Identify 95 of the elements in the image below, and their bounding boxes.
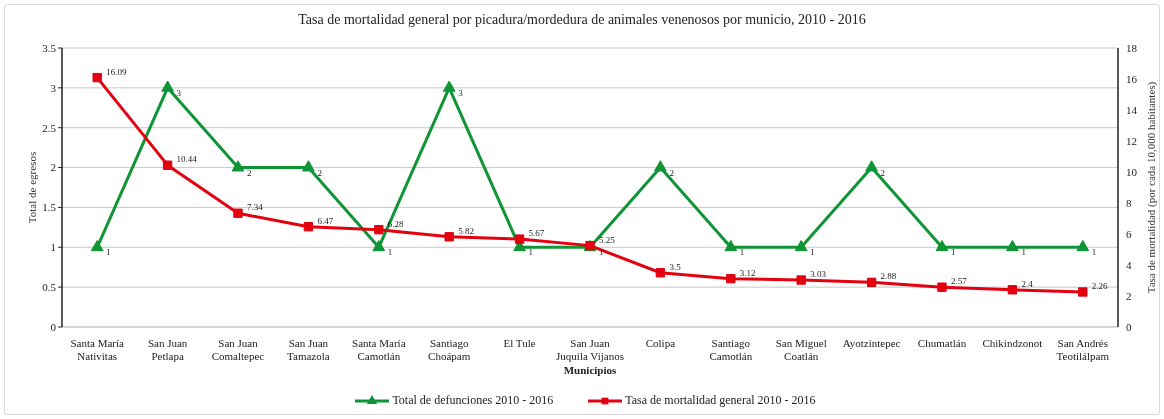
data-label: 3: [176, 87, 182, 98]
data-label: 5.25: [599, 234, 616, 245]
data-label: 1: [106, 247, 111, 258]
point: [1007, 285, 1018, 295]
point: [1006, 239, 1019, 252]
y2-axis-title: Tasa de mortalidad (por cada 10,000 habitantes): [1145, 81, 1158, 294]
data-label: 1: [387, 247, 393, 258]
chart-title: Tasa de mortalidad general por picadura/mordedura de animales venenosos por municio, 2010 - 2016: [297, 12, 867, 28]
point: [865, 160, 878, 172]
data-label: 1: [1091, 247, 1097, 258]
data-label: 3.12: [739, 267, 756, 278]
point: [162, 160, 173, 170]
y-axis-title: Total de egresos: [26, 151, 38, 224]
x-tick-label: San Andrés Teotilálpam: [1056, 337, 1110, 362]
y2-tick-label: 8: [1126, 196, 1132, 209]
point: [726, 273, 736, 284]
point: [796, 275, 806, 285]
data-label: 16.09: [106, 66, 127, 77]
point: [1076, 239, 1090, 252]
point: [444, 232, 454, 242]
data-label: 2: [247, 167, 252, 178]
x-axis-title: Municipios: [563, 364, 617, 376]
y2-tick-label: 16: [1126, 72, 1138, 85]
legend-label: Tasa de mortalidad general 2010 - 2016: [625, 393, 816, 408]
data-label: 1: [599, 247, 604, 258]
x-tick-label: Santa María Camotlán: [352, 337, 406, 362]
x-tick-label: Santiago Camotlán: [709, 337, 753, 362]
data-label: 2.26: [1091, 280, 1109, 291]
y-tick-label: 1.5: [42, 201, 57, 214]
y2-tick-label: 2: [1126, 289, 1132, 302]
x-tick-label: San Juan Comaltepec: [211, 337, 265, 362]
y-tick-label: 2: [50, 161, 56, 174]
point: [231, 160, 245, 172]
point: [161, 80, 174, 92]
data-label: 1: [528, 247, 534, 258]
point: [514, 234, 525, 244]
data-label: 1: [739, 247, 745, 258]
y2-tick-label: 0: [1126, 320, 1132, 333]
y-tick-label: 3.5: [42, 41, 57, 54]
x-tick-label: Ayotzintepec: [842, 337, 901, 349]
y2-tick-label: 4: [1126, 258, 1132, 271]
x-tick-label: San Juan Petlapa: [147, 337, 188, 362]
data-label: 3: [458, 87, 464, 98]
x-tick-label: Chikindzonot: [982, 337, 1043, 349]
data-label: 3.5: [669, 261, 682, 272]
data-label: 7.34: [247, 202, 264, 213]
data-label: 2.88: [880, 271, 897, 282]
y2-tick-label: 6: [1126, 227, 1132, 240]
point: [303, 222, 314, 232]
data-label: 3.03: [810, 269, 827, 280]
y2-tick-label: 14: [1126, 103, 1138, 116]
x-tick-label: Colipa: [645, 337, 676, 349]
point: [442, 80, 456, 92]
point: [92, 72, 102, 83]
x-tick-label: El Tule: [503, 337, 536, 349]
point: [866, 277, 877, 288]
y-tick-label: 1: [50, 241, 56, 254]
data-label: 10.44: [176, 154, 198, 165]
y-tick-label: 2.5: [42, 121, 57, 134]
x-tick-label: San Juan Juquila Vijanos: [556, 337, 624, 362]
y2-tick-label: 18: [1126, 41, 1138, 54]
x-tick-label: Chumatlán: [917, 337, 967, 349]
data-label: 2: [317, 167, 322, 178]
point: [724, 239, 738, 252]
point: [233, 208, 243, 218]
point: [937, 282, 947, 292]
point: [90, 239, 104, 252]
y-tick-label: 0.5: [42, 281, 57, 294]
point: [654, 160, 667, 172]
data-label: 1: [951, 247, 956, 258]
y-tick-label: 3: [50, 81, 57, 94]
point: [374, 224, 384, 235]
data-label: 2: [880, 167, 886, 178]
legend-label: Total de defunciones 2010 - 2016: [392, 393, 554, 408]
data-label: 2.57: [951, 276, 968, 287]
point: [794, 239, 808, 252]
y2-tick-label: 10: [1126, 165, 1138, 178]
x-tick-label: San Miguel Coatlán: [775, 337, 827, 362]
y-tick-label: 0: [50, 320, 57, 333]
y2-tick-label: 12: [1126, 134, 1137, 147]
point: [655, 268, 666, 278]
x-tick-label: San Juan Tamazola: [287, 337, 330, 362]
data-label: 2: [669, 167, 674, 178]
data-label: 6.47: [317, 215, 334, 226]
point: [1078, 287, 1088, 297]
data-label: 5.82: [458, 225, 474, 236]
data-label: 1: [1021, 247, 1026, 258]
point: [372, 239, 386, 252]
point: [935, 239, 949, 252]
x-tick-label: Santa María Nativitas: [70, 337, 125, 362]
data-label: 1: [810, 247, 815, 258]
x-tick-label: Santiago Choápam: [428, 337, 471, 362]
data-label: 5.67: [528, 228, 545, 239]
data-label: 2.4: [1021, 278, 1034, 289]
point: [302, 160, 315, 172]
